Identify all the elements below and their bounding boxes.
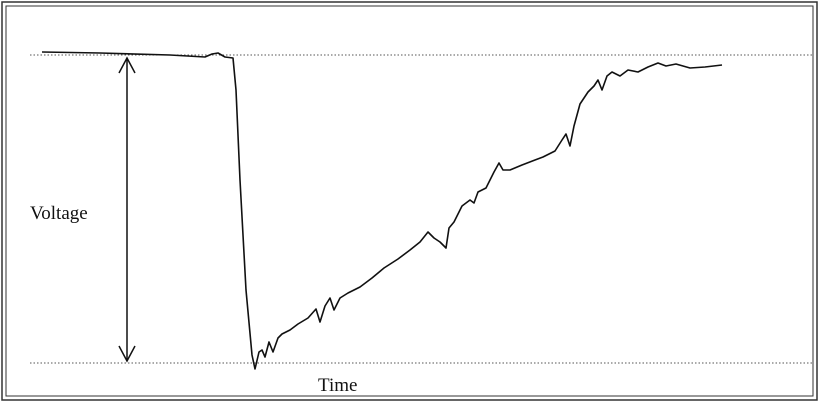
y-axis-label: Voltage <box>30 203 88 224</box>
voltage-curve <box>41 51 723 370</box>
voltage-arrow <box>118 56 136 363</box>
inner-frame <box>5 5 814 397</box>
x-axis-label: Time <box>318 375 357 396</box>
